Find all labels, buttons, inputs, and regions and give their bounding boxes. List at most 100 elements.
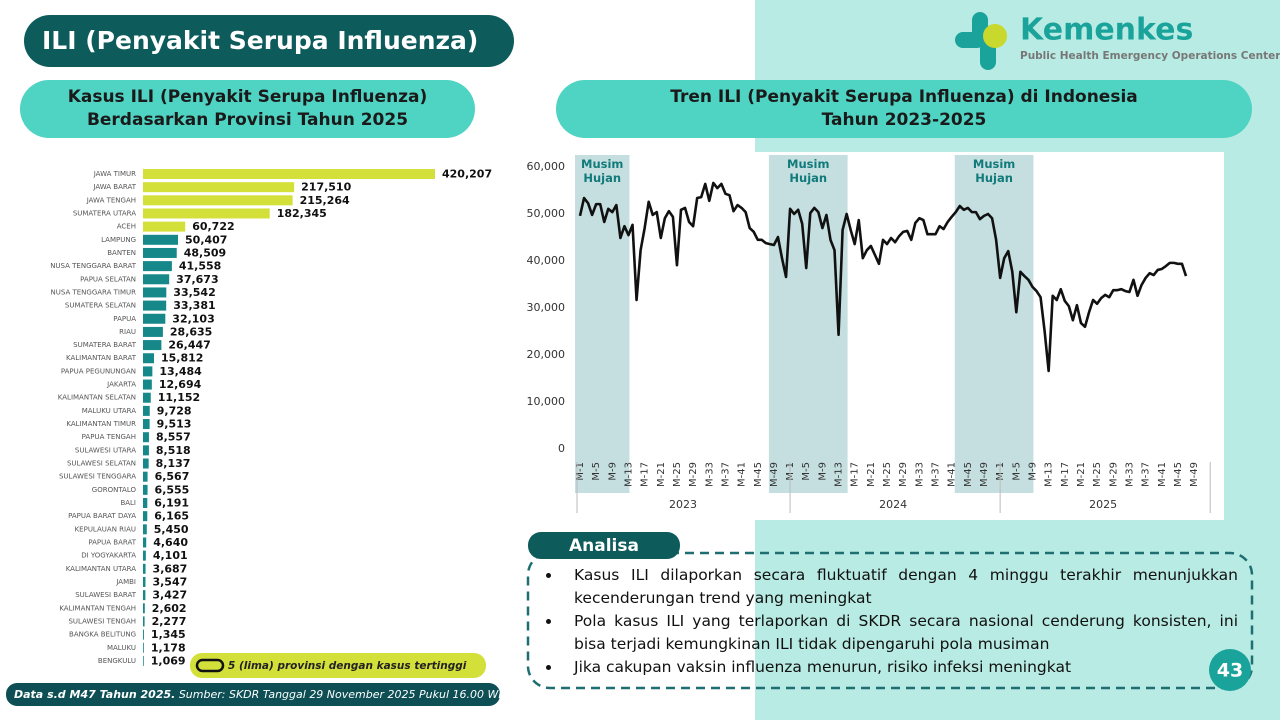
category-label: KEPULAUAN RIAU [75, 525, 136, 533]
category-label: JAWA TENGAH [86, 196, 136, 204]
x-tick-label: M-13 [834, 462, 845, 487]
bar [143, 379, 152, 390]
bar [143, 353, 154, 364]
x-tick-label: M-9 [817, 462, 828, 481]
x-tick-label: M-25 [1092, 462, 1103, 487]
x-tick-label: M-1 [995, 462, 1006, 481]
x-tick-label: M-17 [850, 462, 861, 487]
category-label: SUMATERA UTARA [73, 209, 136, 217]
category-label: RIAU [119, 328, 136, 336]
bar [143, 642, 144, 653]
bar [143, 498, 148, 508]
value-label: 4,640 [153, 536, 188, 549]
value-label: 1,069 [151, 654, 186, 667]
analysis-list: Kasus ILI dilaporkan secara fluktuatif d… [532, 564, 1238, 679]
category-label: SULAWESI TENGAH [68, 617, 136, 625]
category-label: PAPUA BARAT [88, 538, 136, 546]
trend-line [578, 181, 1188, 373]
y-tick-label: 20,000 [527, 348, 566, 361]
x-tick-label: M-45 [1173, 462, 1184, 487]
category-label: NUSA TENGGARA TIMUR [51, 288, 137, 296]
value-label: 8,518 [156, 444, 191, 457]
bar [143, 484, 148, 495]
bar [143, 655, 144, 666]
x-tick-label: M-37 [1141, 462, 1152, 487]
x-tick-label: M-49 [769, 462, 780, 487]
category-label: JAWA BARAT [92, 183, 136, 191]
category-label: SUMATERA BARAT [73, 341, 137, 349]
bar [143, 313, 166, 324]
value-label: 32,103 [172, 312, 214, 325]
category-label: BENGKULU [98, 657, 136, 665]
bar [143, 182, 295, 193]
x-tick-label: M-29 [1108, 462, 1119, 487]
value-label: 33,381 [173, 299, 215, 312]
x-tick-label: M-33 [704, 462, 715, 487]
x-tick-label: M-17 [1060, 462, 1071, 487]
x-tick-label: M-21 [1076, 462, 1087, 487]
x-tick-label: M-5 [801, 462, 812, 481]
category-label: ACEH [117, 223, 136, 231]
value-label: 11,152 [158, 391, 200, 404]
bar [143, 287, 167, 298]
logo-icon [955, 12, 1007, 70]
x-tick-label: M-41 [947, 462, 958, 487]
band-label: Musim Hujan [972, 157, 1016, 185]
group-label: 2023 [669, 498, 697, 511]
x-tick-label: M-1 [575, 462, 586, 481]
bar [143, 458, 149, 469]
category-label: JAKARTA [106, 381, 136, 389]
x-tick-label: M-29 [688, 462, 699, 487]
value-label: 5,450 [154, 523, 189, 536]
category-label: KALIMANTAN BARAT [66, 354, 137, 362]
bar [143, 340, 162, 351]
value-label: 48,509 [184, 246, 226, 259]
page-number: 43 [1217, 660, 1243, 682]
bar [143, 524, 147, 535]
bar [143, 616, 145, 627]
bar [143, 261, 172, 272]
bar [143, 537, 147, 548]
x-tick-label: M-37 [931, 462, 942, 487]
x-tick-label: M-33 [1124, 462, 1135, 487]
category-label: KALIMANTAN UTARA [66, 565, 136, 573]
bar [143, 405, 150, 416]
footer-text: Sumber: SKDR Tanggal 29 November 2025 Pu… [178, 688, 510, 701]
bar [143, 445, 149, 456]
x-tick-label: M-17 [640, 462, 651, 487]
header-pill [24, 15, 514, 67]
season-band [768, 155, 848, 493]
category-label: GORONTALO [92, 486, 137, 494]
x-tick-label: M-41 [1157, 462, 1168, 487]
bar [143, 576, 146, 587]
footer-bold: Data s.d M47 Tahun 2025. [14, 688, 176, 701]
category-label: PAPUA BARAT DAYA [68, 512, 136, 520]
bullet: Jika cakupan vaksin influenza menurun, r… [562, 656, 1238, 679]
bar [143, 419, 150, 430]
bar [143, 326, 163, 337]
bar [143, 432, 149, 443]
bullets: Kasus ILI dilaporkan secara fluktuatif d… [532, 564, 1238, 679]
value-label: 50,407 [185, 233, 227, 246]
value-label: 2,277 [152, 615, 187, 628]
x-tick-label: M-45 [753, 462, 764, 487]
y-tick-label: 40,000 [527, 254, 566, 267]
value-label: 1,178 [151, 641, 186, 654]
logo-name: Kemenkes [1020, 13, 1193, 48]
band-label: Musim Hujan [581, 157, 624, 185]
value-label: 9,728 [157, 404, 192, 417]
bar [143, 563, 146, 574]
y-tick-label: 0 [558, 442, 565, 455]
category-label: SULAWESI SELATAN [67, 460, 136, 468]
bar [143, 274, 170, 285]
value-label: 28,635 [170, 325, 212, 338]
bullet: Kasus ILI dilaporkan secara fluktuatif d… [562, 564, 1238, 610]
x-tick-label: M-25 [882, 462, 893, 487]
footer: Data s.d M47 Tahun 2025. Sumber: SKDR Ta… [14, 686, 509, 703]
category-label: JAWA TIMUR [93, 170, 136, 178]
value-label: 12,694 [159, 378, 202, 391]
logo-subtitle: Public Health Emergency Operations Cente… [1020, 50, 1280, 62]
category-label: LAMPUNG [101, 236, 136, 244]
value-label: 9,513 [157, 418, 192, 431]
